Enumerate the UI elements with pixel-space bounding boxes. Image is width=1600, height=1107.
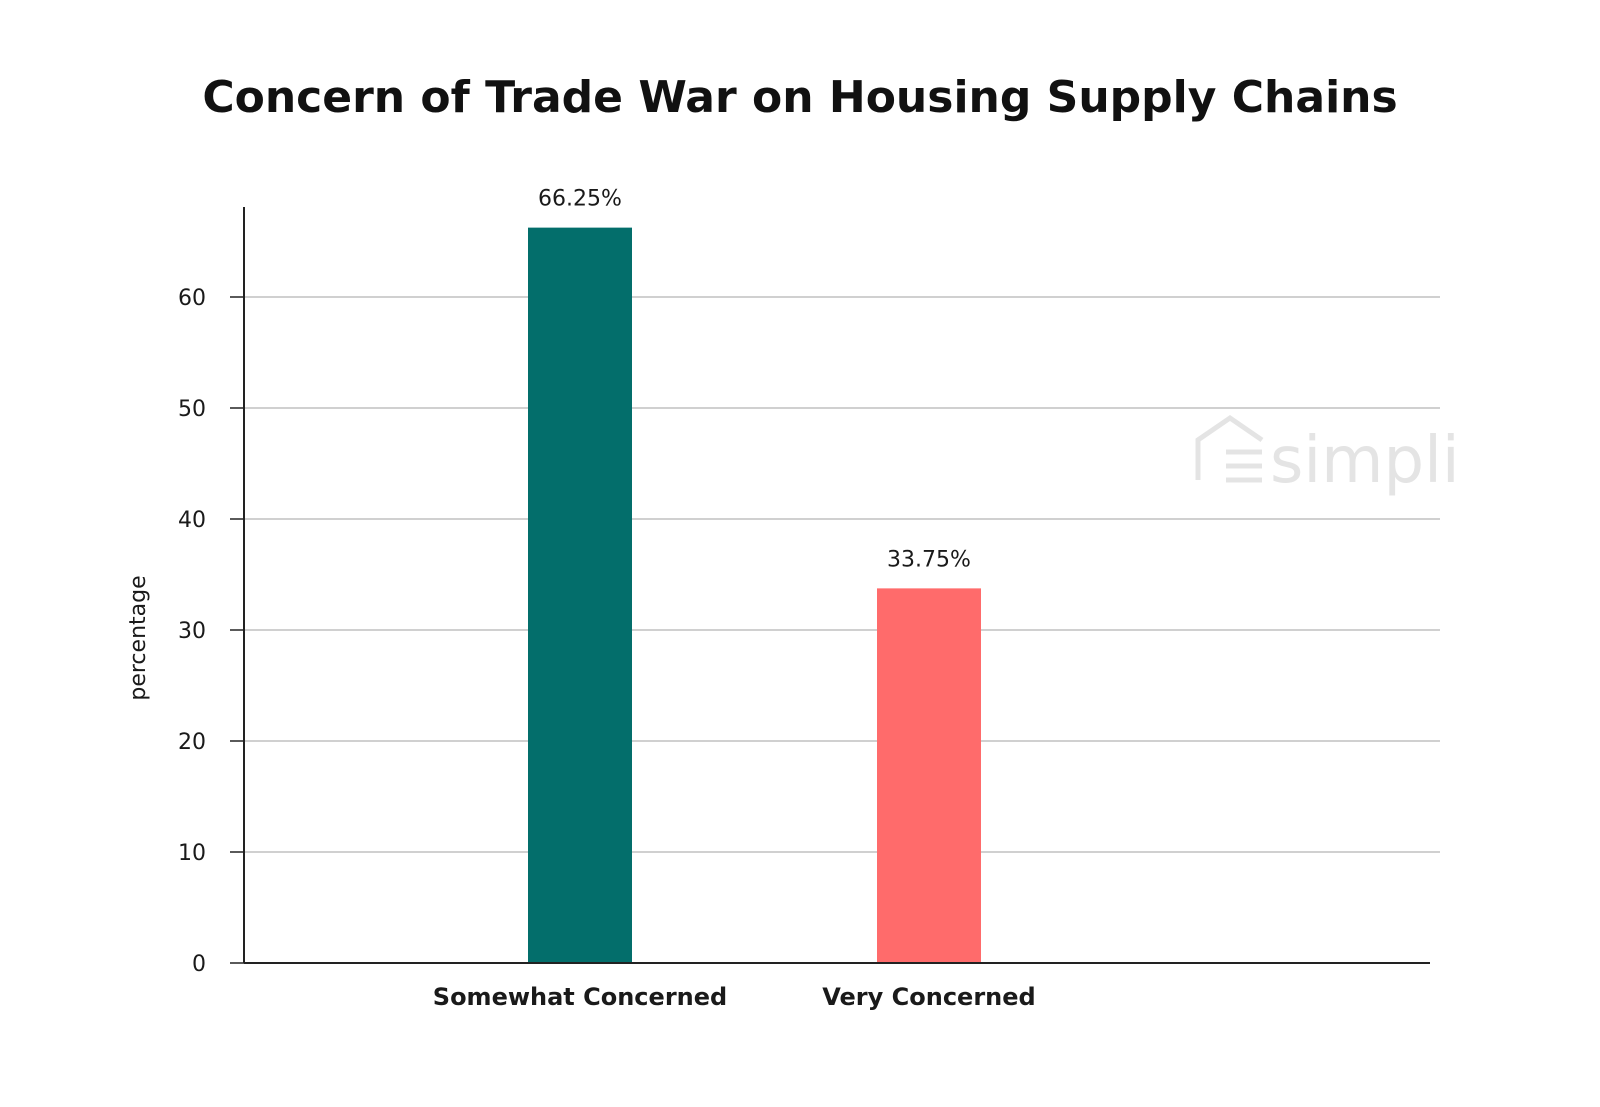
y-tick-label: 20 [178,730,206,755]
chart-title: Concern of Trade War on Housing Supply C… [202,72,1397,123]
y-axis-ticks: 0 10 20 30 40 50 60 [178,286,244,977]
data-label: 66.25% [538,187,622,212]
y-tick-label: 30 [178,619,206,644]
category-label: Very Concerned [822,983,1035,1011]
y-tick-label: 0 [192,952,206,977]
data-labels: 66.25% 33.75% [538,187,971,573]
watermark-text: simpli [1270,424,1460,498]
data-label: 33.75% [887,547,971,572]
watermark: simpli [1195,414,1460,498]
x-axis-categories: Somewhat Concerned Very Concerned [433,983,1036,1011]
y-axis-label: percentage [126,575,151,700]
bar [877,588,981,963]
y-tick-label: 40 [178,508,206,533]
house-logo-icon [1195,414,1264,483]
gridlines [244,296,1440,853]
y-tick-label: 50 [178,397,206,422]
y-tick-label: 10 [178,841,206,866]
category-label: Somewhat Concerned [433,983,727,1011]
bars [528,227,981,963]
y-tick-label: 60 [178,286,206,311]
bar [528,227,632,963]
